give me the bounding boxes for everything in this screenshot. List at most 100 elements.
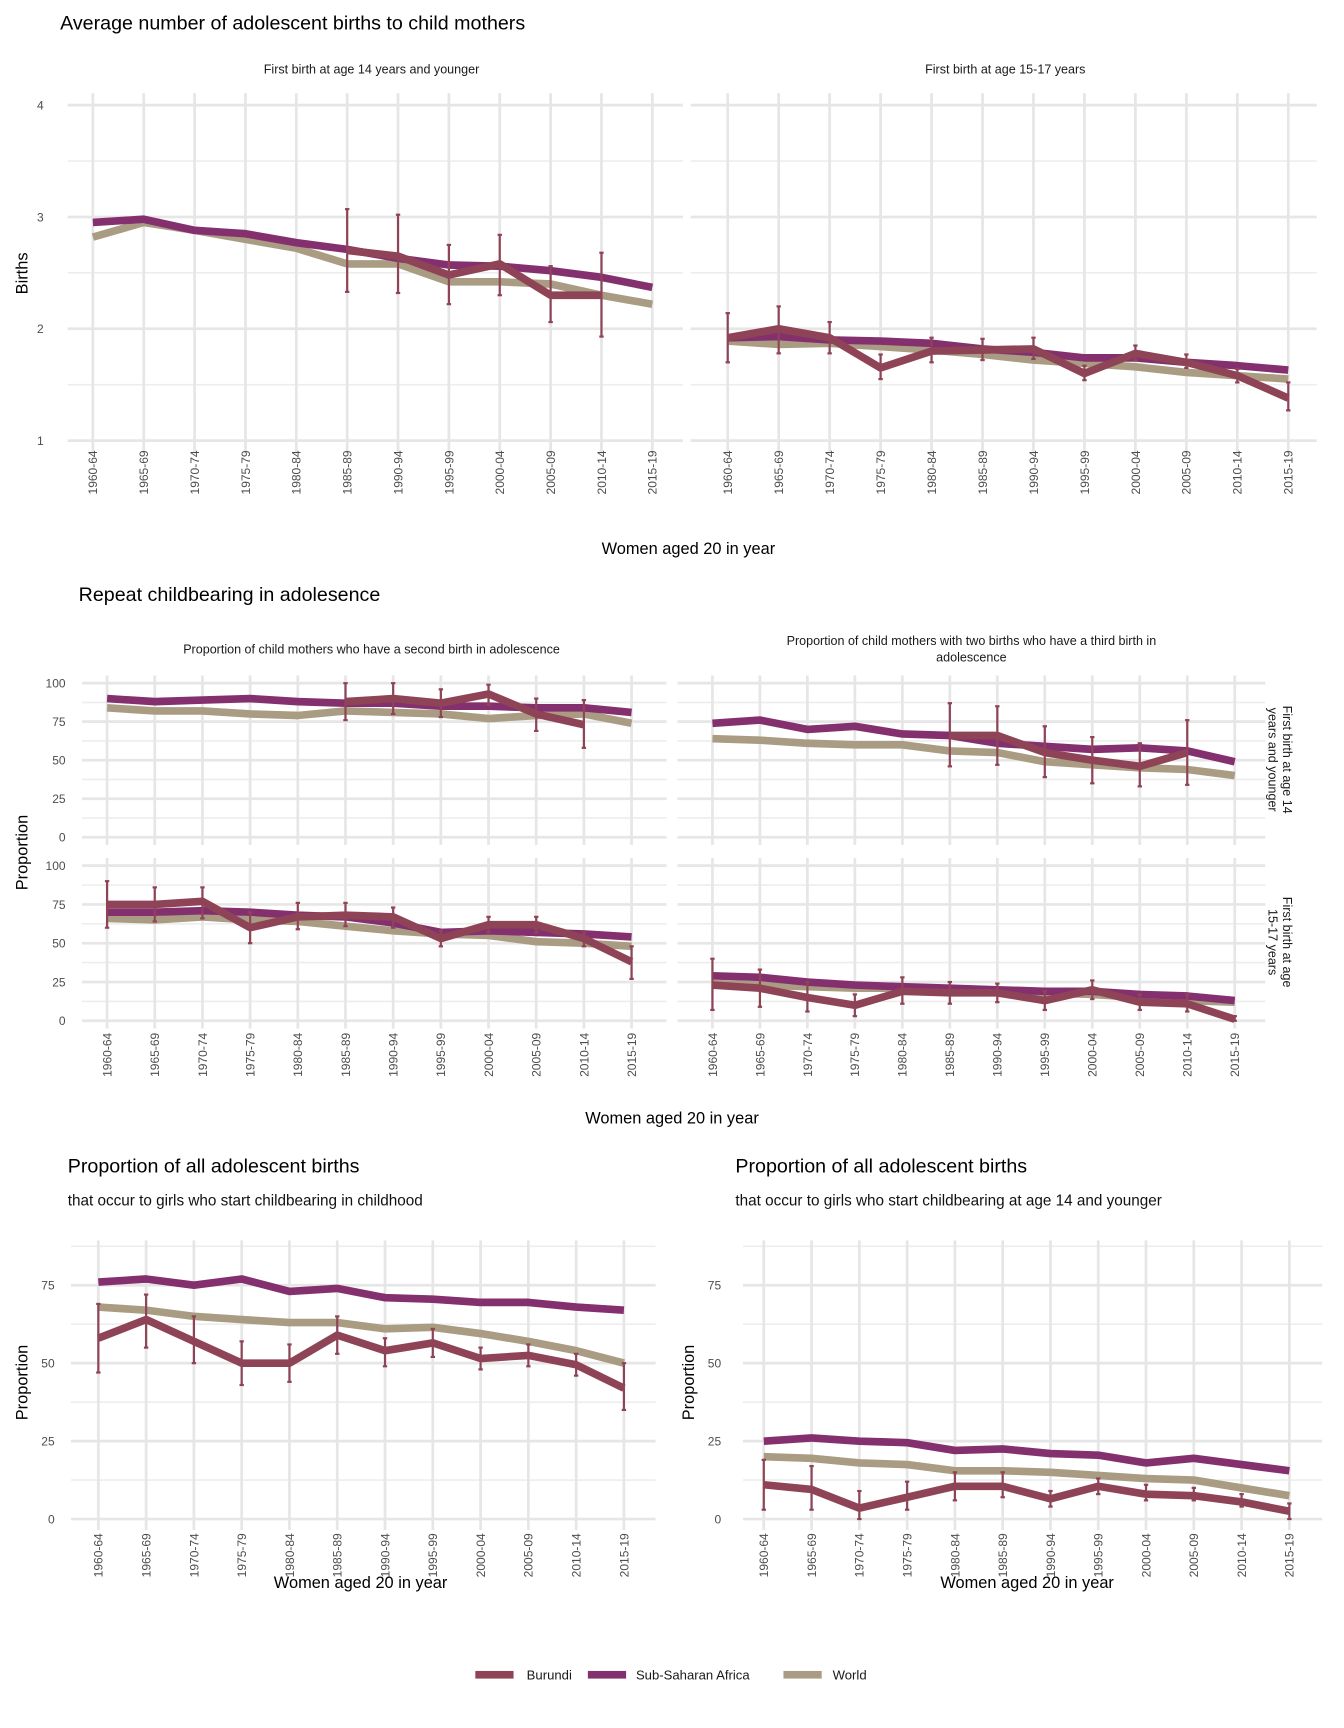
x-tick-label: 1995-99 <box>1078 450 1092 494</box>
y-tick-label: 3 <box>37 210 44 224</box>
x-tick-label: 1965-69 <box>137 450 151 494</box>
row-strip-15-17: First birth at age 15-17 years <box>1266 897 1294 988</box>
series-line-world <box>98 1303 625 1367</box>
legend-label-burundi: Burundi <box>527 1668 572 1683</box>
row-strip-14-younger: First birth at age 14 years and younger <box>1266 706 1294 814</box>
x-tick-label: 1995-99 <box>1092 1533 1106 1577</box>
x-tick-label: 1995-99 <box>426 1533 440 1577</box>
series-line-burundi <box>345 690 585 729</box>
x-tick-label: 1975-79 <box>239 450 253 494</box>
y-tick-label: 2 <box>37 322 44 336</box>
series-line-world <box>712 734 1236 780</box>
x-axis-label-3l: Women aged 20 in year <box>274 1574 448 1592</box>
x-tick-label: 1965-69 <box>148 1033 162 1077</box>
x-tick-label: 2010-14 <box>1181 1033 1195 1077</box>
series-line-world <box>763 1452 1290 1500</box>
strip-15-17: First birth at age 15-17 years <box>925 62 1085 76</box>
y-tick-label: 1 <box>37 434 44 448</box>
y-tick-label: 75 <box>708 1279 722 1293</box>
x-tick-label: 1990-94 <box>378 1533 392 1577</box>
legend-swatch-burundi <box>475 1670 514 1679</box>
x-tick-label: 1980-84 <box>290 450 304 494</box>
legend-label-world: World <box>833 1668 867 1683</box>
x-tick-label: 1985-89 <box>341 450 355 494</box>
x-axis-label-3r: Women aged 20 in year <box>940 1574 1114 1592</box>
y-tick-label: 0 <box>714 1512 721 1526</box>
legend-label-ssa: Sub-Saharan Africa <box>636 1668 750 1683</box>
x-tick-label: 1975-79 <box>243 1033 257 1077</box>
x-tick-label: 2015-19 <box>1282 450 1296 494</box>
x-tick-label: 2005-09 <box>1180 450 1194 494</box>
y-tick-label: 25 <box>708 1434 722 1448</box>
x-tick-label: 2005-09 <box>544 450 558 494</box>
y-tick-label: 4 <box>37 99 44 113</box>
panel-5: 0 25 50 75 100 1960-64 1965-69 1970-74 1975-79 19… <box>46 857 667 1077</box>
x-tick-label: 1970-74 <box>823 450 837 494</box>
x-tick-label: 1980-84 <box>291 1033 305 1077</box>
x-tick-label: 1985-89 <box>331 1533 345 1577</box>
strip-third-birth-2: adolescence <box>936 650 1006 664</box>
y-tick-label: 25 <box>52 792 66 806</box>
x-tick-label: 2005-09 <box>522 1533 536 1577</box>
x-tick-label: 1980-84 <box>896 1033 910 1077</box>
x-tick-label: 2010-14 <box>595 450 609 494</box>
x-tick-label: 1965-69 <box>753 1033 767 1077</box>
section-title-repeat: Repeat childbearing in adolesence <box>79 584 381 606</box>
row-strip-14-line2: years and younger <box>1266 708 1280 812</box>
y-tick-label: 100 <box>46 859 66 873</box>
panel-4 <box>677 675 1266 845</box>
strip-third-birth-1: Proportion of child mothers with two bir… <box>787 634 1157 648</box>
series-line-burundi <box>949 731 1189 771</box>
x-tick-label: 1975-79 <box>874 450 888 494</box>
panels: 1 2 3 4 1960-64 1965-69 1970-74 1975-79 1980-84 1… <box>37 93 1323 1577</box>
y-tick-label: 50 <box>52 937 66 951</box>
x-tick-label: 1960-64 <box>92 1533 106 1577</box>
y-axis-label-proportion-3r: Proportion <box>680 1345 698 1421</box>
x-tick-label: 1960-64 <box>86 450 100 494</box>
series-line-burundi <box>96 1315 626 1392</box>
panel-7: 0 25 50 75 1960-64 1965-69 1970-74 1975-79 1980-… <box>41 1240 656 1577</box>
legend-swatch-ssa <box>587 1670 627 1679</box>
y-tick-label: 50 <box>52 754 66 768</box>
y-tick-label: 100 <box>46 677 66 691</box>
y-tick-label: 75 <box>52 898 66 912</box>
x-tick-label: 2010-14 <box>570 1533 584 1577</box>
y-axis-label-proportion-2: Proportion <box>13 815 31 891</box>
x-tick-label: 1965-69 <box>805 1533 819 1577</box>
x-tick-label: 2005-09 <box>530 1033 544 1077</box>
x-tick-label: 1960-64 <box>757 1533 771 1577</box>
y-tick-label: 0 <box>48 1512 55 1526</box>
x-axis-label-2: Women aged 20 in year <box>585 1110 759 1128</box>
x-tick-label: 1980-84 <box>948 1533 962 1577</box>
series-line-world <box>727 337 1289 383</box>
series-line-sub-saharan-africa <box>107 906 632 941</box>
panel-2: 1960-64 1965-69 1970-74 1975-79 1980-84 1985-… <box>690 93 1317 494</box>
y-tick-label: 50 <box>41 1357 55 1371</box>
x-tick-label: 1990-94 <box>1027 450 1041 494</box>
x-tick-label: 1985-89 <box>943 1033 957 1077</box>
x-tick-label: 1990-94 <box>1044 1533 1058 1577</box>
x-tick-label: 2010-14 <box>1235 1533 1249 1577</box>
section-title-14-younger: Proportion of all adolescent births <box>735 1156 1027 1178</box>
row-strip-14-line1: First birth at age 14 <box>1280 706 1294 814</box>
series-line-burundi <box>107 897 634 966</box>
x-tick-label: 2015-19 <box>617 1533 631 1577</box>
x-tick-label: 1960-64 <box>721 450 735 494</box>
x-tick-label: 2015-19 <box>625 1033 639 1077</box>
series-line-burundi <box>346 246 602 300</box>
panel-1: 1 2 3 4 1960-64 1965-69 1970-74 1975-79 1980-84 1… <box>37 93 683 494</box>
series-line-burundi <box>712 981 1236 1023</box>
x-tick-label: 1965-69 <box>139 1533 153 1577</box>
x-tick-label: 1995-99 <box>434 1033 448 1077</box>
x-tick-label: 1965-69 <box>772 450 786 494</box>
y-tick-label: 0 <box>59 1014 66 1028</box>
x-tick-label: 1970-74 <box>801 1033 815 1077</box>
section-title-avg-births: Average number of adolescent births to c… <box>60 13 525 35</box>
x-tick-label: 1975-79 <box>235 1533 249 1577</box>
y-axis-label-proportion-3l: Proportion <box>13 1345 31 1421</box>
x-tick-label: 1990-94 <box>991 1033 1005 1077</box>
y-tick-label: 75 <box>52 715 66 729</box>
strip-second-birth: Proportion of child mothers who have a s… <box>183 643 560 657</box>
x-tick-label: 1970-74 <box>853 1533 867 1577</box>
legend-swatch-world <box>783 1670 822 1679</box>
